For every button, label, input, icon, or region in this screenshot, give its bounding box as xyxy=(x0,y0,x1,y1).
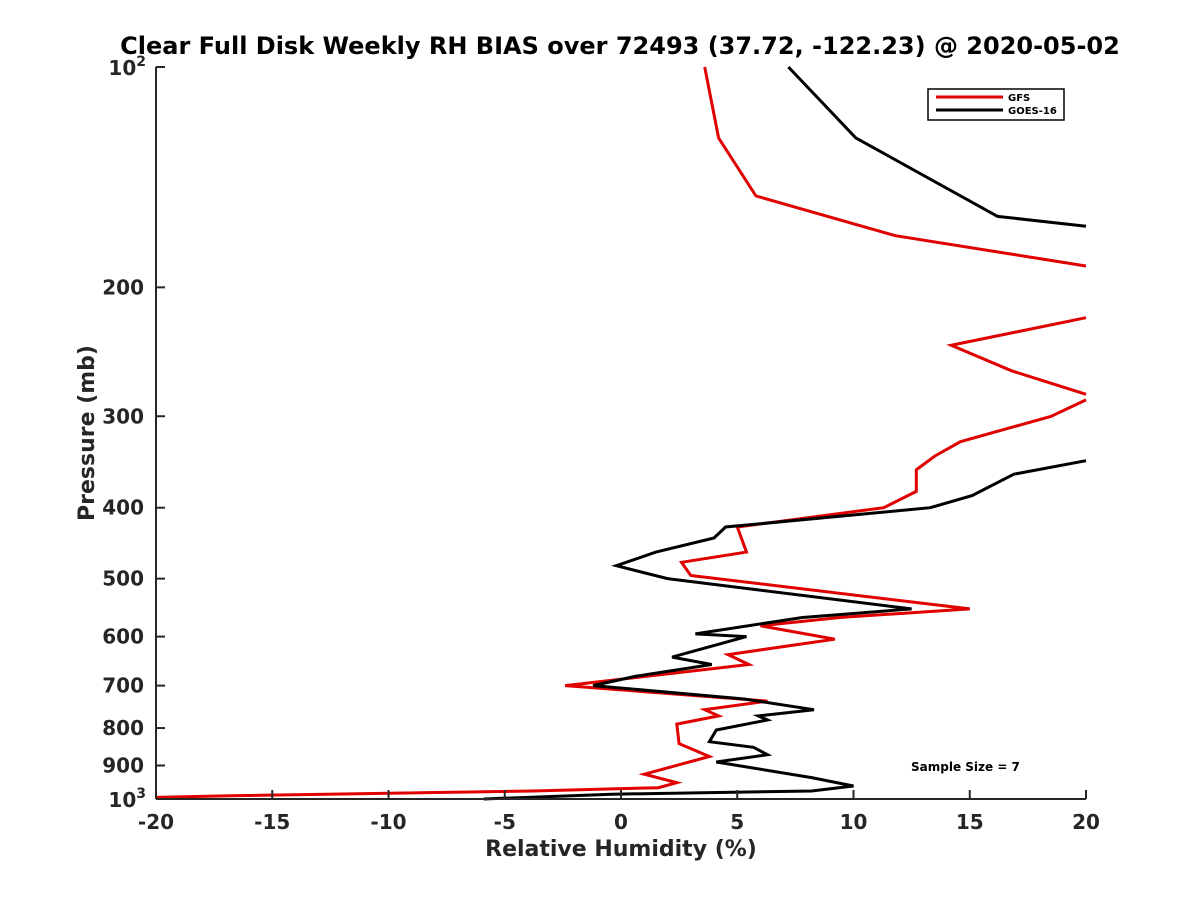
y-tick-label: 200 xyxy=(102,275,144,299)
sample-size-annotation: Sample Size = 7 xyxy=(911,760,1020,774)
x-tick-label: -10 xyxy=(370,810,406,834)
y-axis-ticks: 102 200 300 400 500 600 700 800 900 103 xyxy=(102,54,165,812)
series-layer xyxy=(155,65,1087,801)
x-tick-label: -15 xyxy=(254,810,290,834)
x-tick-label: 20 xyxy=(1072,810,1100,834)
x-tick-label: 5 xyxy=(730,810,744,834)
y-tick-label: 400 xyxy=(102,496,144,520)
x-tick-label: -5 xyxy=(494,810,516,834)
y-tick-label: 800 xyxy=(102,716,144,740)
legend-box xyxy=(927,88,1065,121)
y-tick-label: 300 xyxy=(102,404,144,428)
x-tick-label: 10 xyxy=(840,810,868,834)
y-tick-label: 900 xyxy=(102,754,144,778)
y-tick-label: 102 xyxy=(108,54,146,80)
chart-title: Clear Full Disk Weekly RH BIAS over 7249… xyxy=(120,32,1120,60)
y-axis-label: Pressure (mb) xyxy=(75,345,100,521)
x-axis-label: Relative Humidity (%) xyxy=(485,837,757,862)
series-line-goes16 xyxy=(483,65,1087,801)
y-tick-label: 700 xyxy=(102,674,144,698)
y-tick-label: 600 xyxy=(102,625,144,649)
series-line-gfs xyxy=(155,66,1087,799)
x-tick-label: -20 xyxy=(138,810,174,834)
y-tick-label: 103 xyxy=(108,786,146,812)
x-axis-ticks: -20 -15 -10 -5 0 5 10 15 20 xyxy=(138,790,1100,834)
legend-label-gfs: GFS xyxy=(1008,93,1030,104)
x-tick-label: 0 xyxy=(614,810,628,834)
legend-label-goes16: GOES-16 xyxy=(1008,106,1057,117)
legend: GFS GOES-16 xyxy=(927,88,1065,121)
x-tick-label: 15 xyxy=(956,810,984,834)
y-tick-label: 500 xyxy=(102,567,144,591)
